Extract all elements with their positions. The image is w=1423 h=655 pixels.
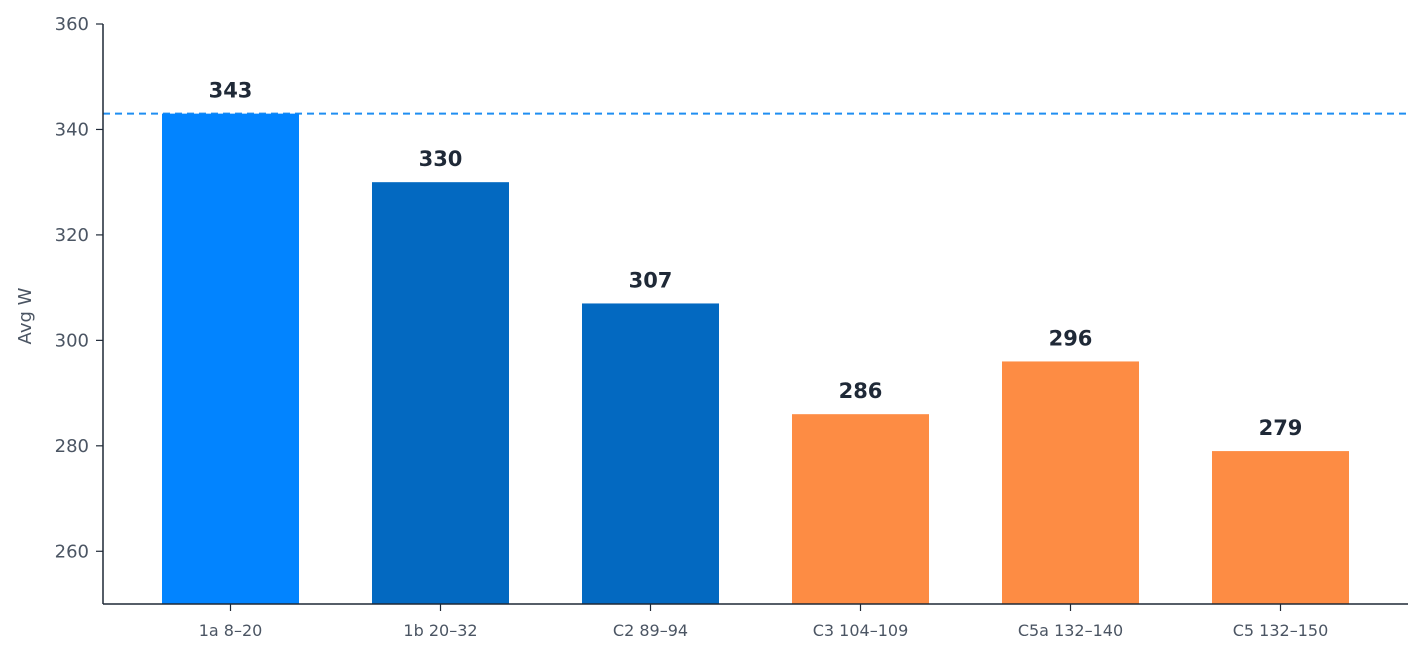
y-tick-label: 280 bbox=[55, 436, 89, 457]
y-tick-label: 340 bbox=[55, 119, 89, 140]
bar bbox=[792, 414, 929, 604]
x-tick-label: C5a 132–140 bbox=[1018, 621, 1123, 640]
bars bbox=[162, 113, 1349, 605]
x-tick-label: C2 89–94 bbox=[613, 621, 688, 640]
bar-value-label: 343 bbox=[209, 79, 253, 103]
bar bbox=[1002, 361, 1139, 604]
y-tick-label: 300 bbox=[55, 330, 89, 351]
bar-value-label: 330 bbox=[419, 147, 463, 171]
y-tick-label: 320 bbox=[55, 225, 89, 246]
value-labels: 343 330 307 286 296 279 bbox=[209, 79, 1303, 440]
bar-value-label: 286 bbox=[839, 379, 883, 403]
bar bbox=[1212, 451, 1349, 604]
y-tick-label: 360 bbox=[55, 14, 89, 35]
y-tick-label: 260 bbox=[55, 541, 89, 562]
bar bbox=[582, 303, 719, 604]
x-axis-ticks: 1a 8–20 1b 20–32 C2 89–94 C3 104–109 C5a 132… bbox=[199, 604, 1329, 640]
y-axis-title: Avg W bbox=[15, 287, 36, 344]
bar bbox=[162, 113, 299, 605]
bar-value-label: 279 bbox=[1259, 416, 1303, 440]
y-axis-ticks: 260 280 300 320 340 360 bbox=[55, 14, 103, 562]
bar bbox=[372, 182, 509, 604]
x-tick-label: C3 104–109 bbox=[813, 621, 909, 640]
x-tick-label: C5 132–150 bbox=[1233, 621, 1329, 640]
x-tick-label: 1b 20–32 bbox=[403, 621, 477, 640]
bar-value-label: 296 bbox=[1049, 326, 1093, 350]
bar-value-label: 307 bbox=[629, 268, 673, 292]
x-tick-label: 1a 8–20 bbox=[199, 621, 263, 640]
